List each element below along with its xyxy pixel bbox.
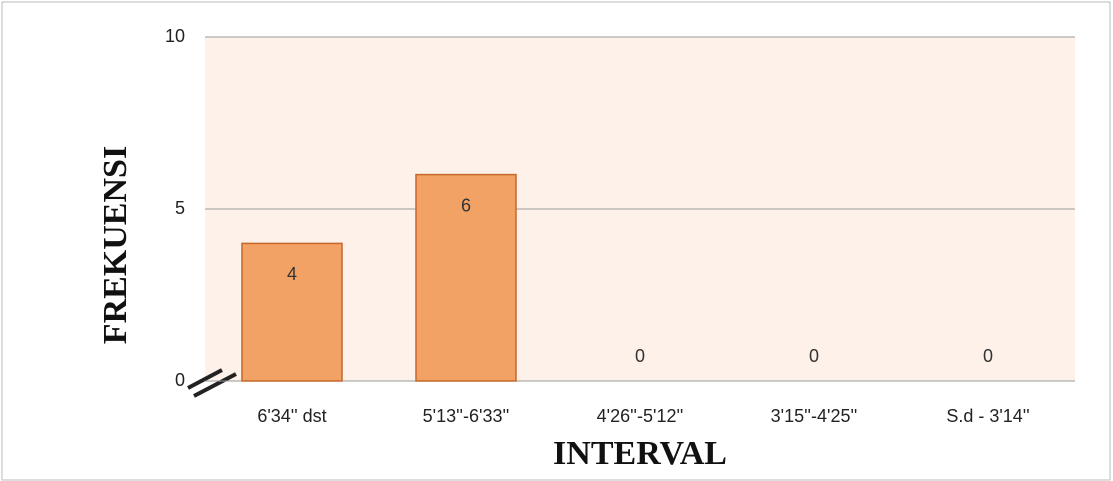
x-tick-label: S.d - 3'14''	[946, 406, 1029, 426]
axis-break	[187, 368, 237, 398]
data-label: 4	[287, 264, 297, 284]
x-tick-label: 6'34'' dst	[257, 406, 326, 426]
x-tick-label: 5'13''-6'33''	[423, 406, 510, 426]
bar	[241, 242, 343, 382]
x-tick-label: 3'15''-4'25''	[771, 406, 858, 426]
y-tick-label: 5	[175, 198, 185, 218]
data-label: 0	[983, 346, 993, 366]
data-label: 0	[635, 346, 645, 366]
y-axis-title: FREKUENSI	[97, 146, 134, 344]
x-axis-title: INTERVAL	[553, 435, 727, 472]
bar	[415, 173, 517, 382]
x-tick-label: 4'26''-5'12''	[597, 406, 684, 426]
y-tick-label: 0	[175, 370, 185, 390]
data-label: 6	[461, 195, 471, 215]
y-tick-label: 10	[165, 26, 185, 46]
data-label: 0	[809, 346, 819, 366]
